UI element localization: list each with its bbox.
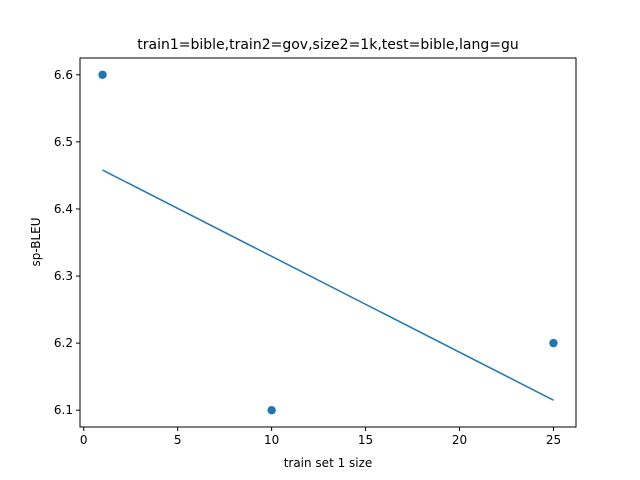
data-point [98, 70, 107, 79]
x-tick-label: 20 [452, 433, 467, 447]
x-tick-label: 5 [174, 433, 182, 447]
x-tick-label: 25 [546, 433, 561, 447]
x-axis-label: train set 1 size [284, 456, 373, 470]
axes-frame [79, 57, 577, 428]
data-point [267, 406, 276, 415]
y-tick-label: 6.3 [54, 269, 73, 283]
y-tick-label: 6.5 [54, 135, 73, 149]
x-tick-label: 0 [80, 433, 88, 447]
y-tick-label: 6.4 [54, 202, 73, 216]
y-tick-label: 6.1 [54, 403, 73, 417]
y-axis-label: sp-BLEU [29, 217, 43, 266]
x-tick-label: 10 [264, 433, 279, 447]
trend-line [102, 169, 554, 401]
y-tick-label: 6.6 [54, 68, 73, 82]
plot-area [98, 70, 558, 415]
data-point [549, 338, 558, 348]
x-tick-label: 15 [358, 433, 373, 447]
y-tick-label: 6.2 [54, 336, 73, 350]
chart-title: train1=bible,train2=gov,size2=1k,test=bi… [137, 37, 518, 53]
